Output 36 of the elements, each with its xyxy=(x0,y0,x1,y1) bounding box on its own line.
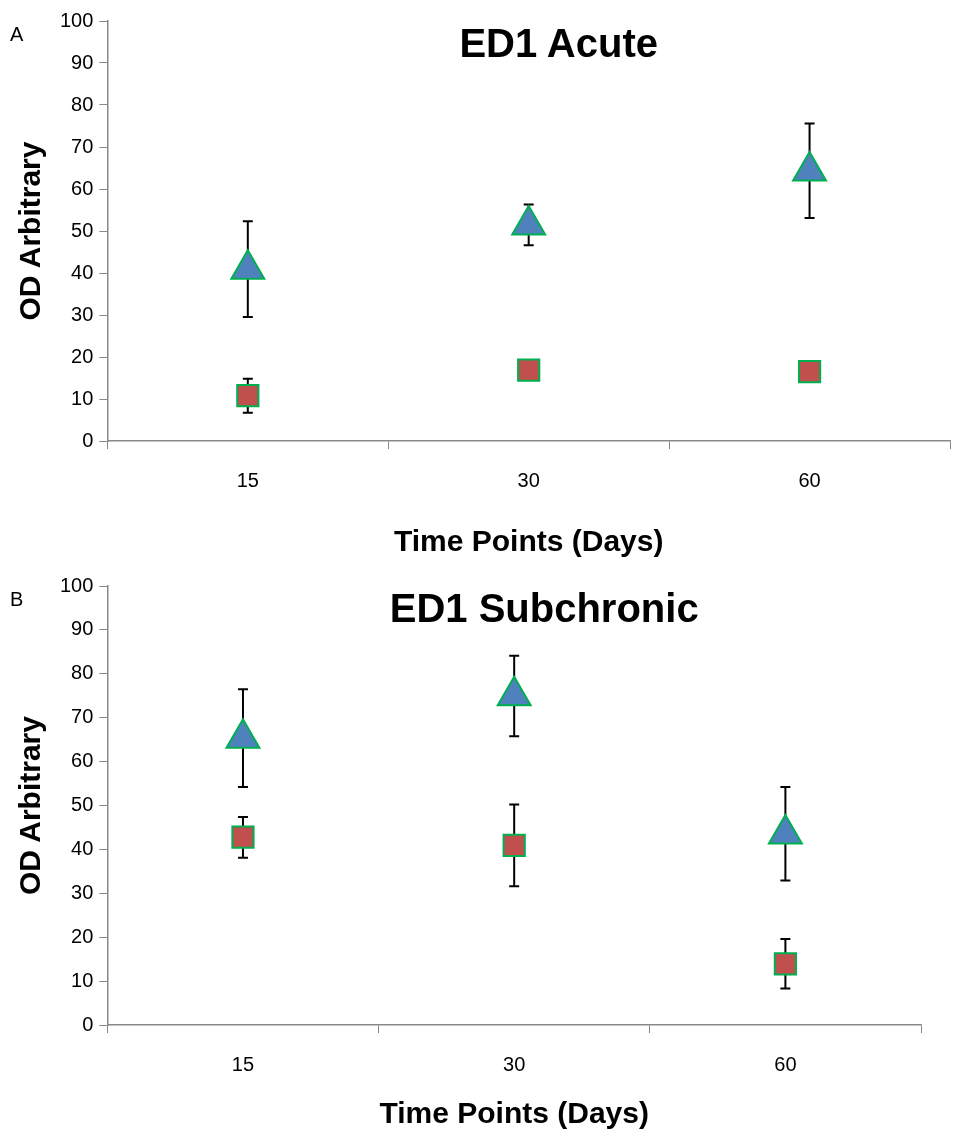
y-tick-label: 20 xyxy=(71,344,94,367)
x-axis-title: Time Points (Days) xyxy=(393,524,664,558)
y-tick-label: 50 xyxy=(71,218,94,241)
y-tick-label: 10 xyxy=(71,386,94,409)
y-tick-label: 90 xyxy=(71,50,94,73)
text: B xyxy=(10,587,24,610)
chart-title: ED1 Acute xyxy=(459,21,658,66)
y-tick-label: 80 xyxy=(71,661,94,684)
y-tick-label: 90 xyxy=(71,617,94,640)
x-axis-title: Time Points (Days) xyxy=(379,1096,649,1130)
y-tick-label: 50 xyxy=(71,793,94,816)
x-tick-label: 60 xyxy=(798,468,821,491)
y-tick-label: 40 xyxy=(71,836,94,859)
y-tick-label: 30 xyxy=(71,880,94,903)
x-tick-label: 15 xyxy=(236,468,259,491)
y-tick-label: 0 xyxy=(82,428,94,451)
x-tick-label: 30 xyxy=(517,468,540,491)
y-tick-label: 100 xyxy=(59,8,94,31)
y-tick-label: 70 xyxy=(71,705,94,728)
y-tick-label: 70 xyxy=(71,134,94,157)
text: A xyxy=(10,22,24,45)
y-tick-label: 0 xyxy=(82,1012,94,1035)
y-tick-label: 60 xyxy=(71,749,94,772)
chart-title: ED1 Subchronic xyxy=(389,586,699,631)
y-tick-label: 60 xyxy=(71,176,94,199)
y-tick-label: 30 xyxy=(71,302,94,325)
y-tick-label: 20 xyxy=(71,924,94,947)
x-tick-label: 30 xyxy=(503,1052,526,1075)
x-tick-label: 60 xyxy=(774,1052,797,1075)
y-tick-label: 80 xyxy=(71,92,94,115)
y-tick-label: 40 xyxy=(71,260,94,283)
x-tick-label: 15 xyxy=(231,1052,255,1075)
y-axis-title: OD Arbitrary xyxy=(13,141,47,321)
y-tick-label: 10 xyxy=(71,968,94,991)
y-axis-title: OD Arbitrary xyxy=(13,715,47,895)
y-tick-label: 100 xyxy=(59,573,94,596)
